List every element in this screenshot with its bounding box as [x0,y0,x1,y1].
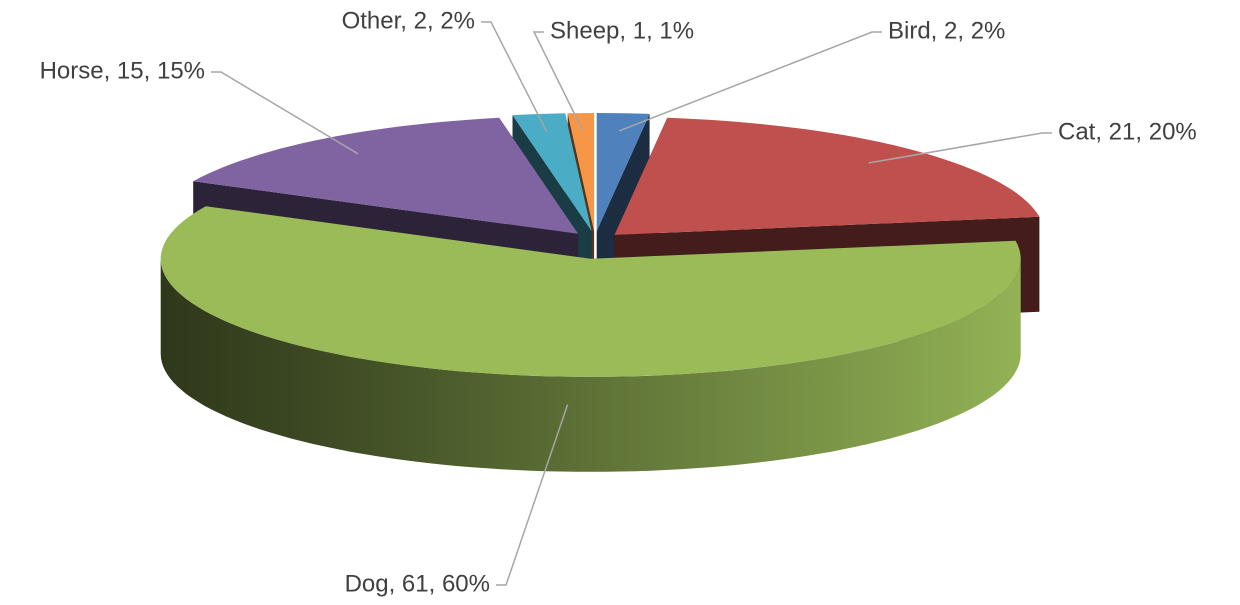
leader-line [211,71,359,155]
slice [614,117,1040,235]
slice [567,113,595,231]
data-label: Horse, 15, 15% [40,57,205,84]
data-label: Other, 2, 2% [342,7,475,34]
slice [596,113,650,231]
data-label: Cat, 21, 20% [1058,118,1197,145]
data-label: Dog, 61, 60% [345,570,490,597]
data-label: Sheep, 1, 1% [550,17,694,44]
slice [512,113,592,232]
slice [193,117,579,234]
slice [160,206,1021,377]
slice-wall [160,258,1021,472]
leader-line [868,132,1052,164]
leader-line [496,404,569,586]
leader-line [481,21,548,132]
leader-line [532,31,584,132]
data-label: Bird, 2, 2% [888,17,1005,44]
leader-line [618,31,882,132]
